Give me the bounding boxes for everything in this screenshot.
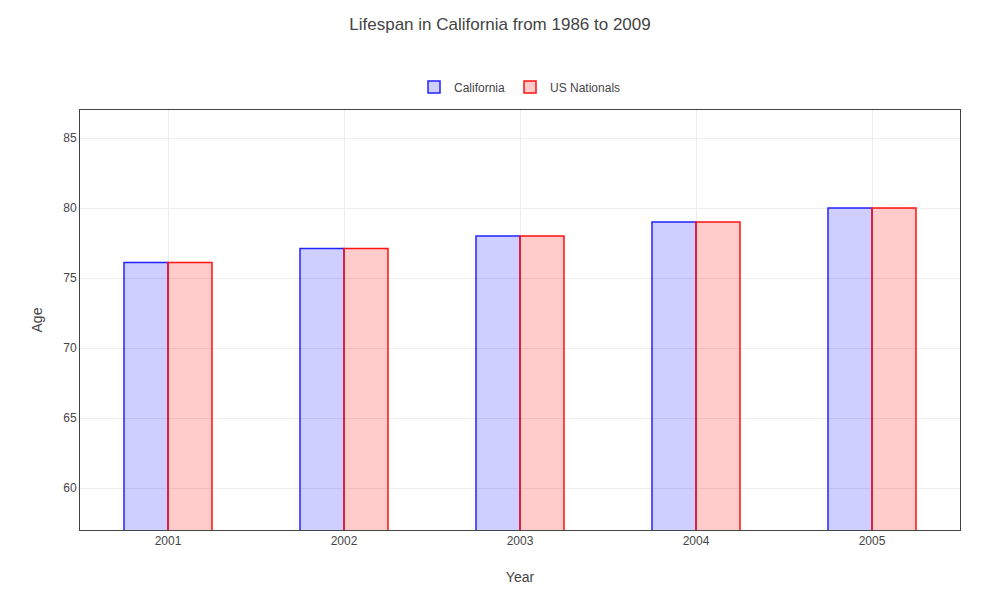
svg-text:70: 70 [63, 341, 77, 355]
svg-text:2005: 2005 [859, 534, 886, 548]
svg-text:US Nationals: US Nationals [550, 81, 620, 95]
svg-text:60: 60 [63, 481, 77, 495]
svg-text:65: 65 [63, 411, 77, 425]
svg-text:Age: Age [29, 307, 45, 332]
svg-text:85: 85 [63, 131, 77, 145]
svg-text:75: 75 [63, 271, 77, 285]
svg-text:2001: 2001 [155, 534, 182, 548]
svg-text:2003: 2003 [507, 534, 534, 548]
svg-text:Year: Year [506, 569, 535, 585]
svg-text:2004: 2004 [683, 534, 710, 548]
svg-text:Lifespan in California from 19: Lifespan in California from 1986 to 2009 [349, 15, 650, 34]
svg-text:2002: 2002 [331, 534, 358, 548]
svg-text:California: California [454, 81, 505, 95]
svg-text:80: 80 [63, 201, 77, 215]
